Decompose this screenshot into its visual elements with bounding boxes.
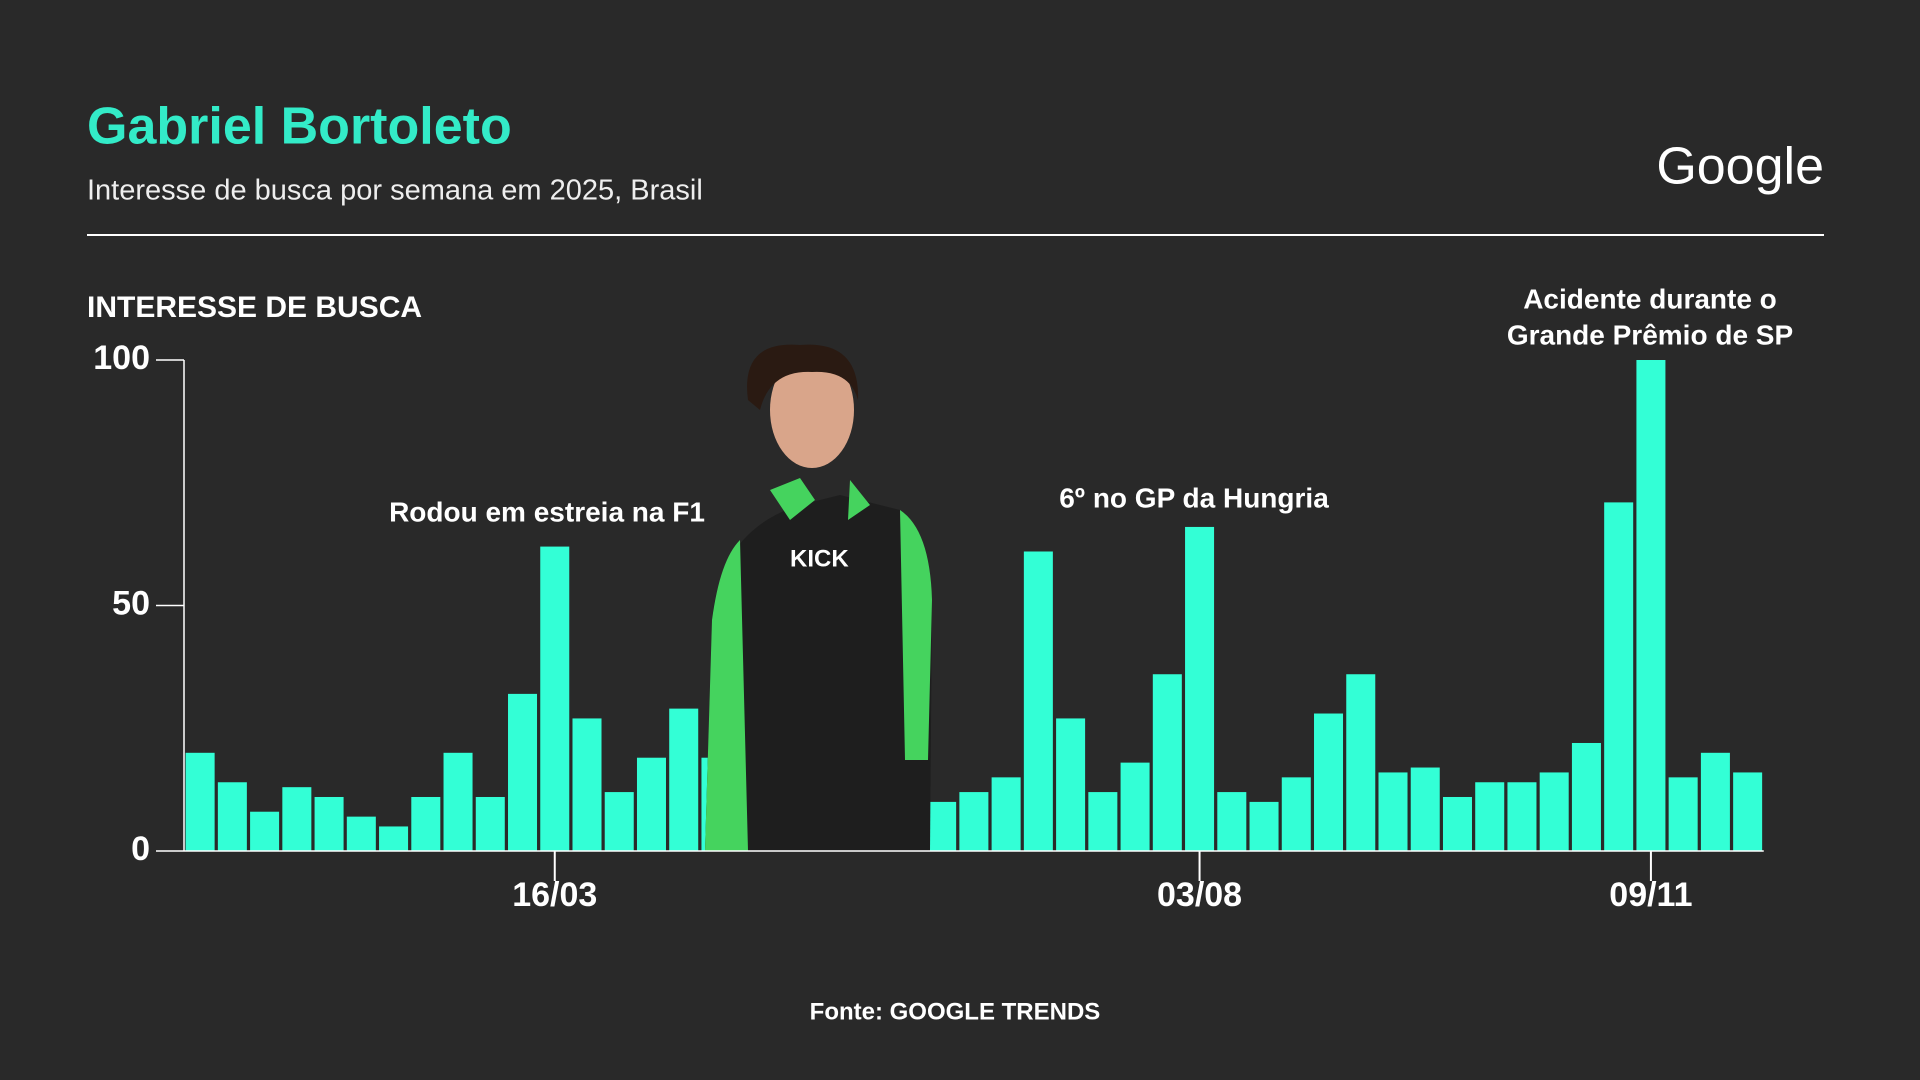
- bar: [1185, 526, 1215, 851]
- bar: [1056, 718, 1086, 851]
- bar: [991, 777, 1021, 851]
- bar: [508, 693, 538, 851]
- bar: [1442, 796, 1472, 851]
- source: Fonte: GOOGLE TRENDS: [810, 998, 1101, 1025]
- bar: [604, 792, 634, 851]
- bar: [346, 816, 376, 851]
- bar: [927, 801, 957, 851]
- photo-logo: KICK: [790, 545, 849, 572]
- driver-photo: KICK: [705, 344, 932, 851]
- annotation: 6º no GP da Hungria: [1059, 482, 1329, 513]
- bar: [1152, 674, 1182, 851]
- bar: [475, 796, 505, 851]
- bar: [1217, 792, 1247, 851]
- bar: [1700, 752, 1730, 851]
- x-tick-label: 16/03: [512, 876, 597, 914]
- bar: [1733, 772, 1763, 851]
- x-tick-label: 09/11: [1609, 876, 1692, 914]
- bar: [1668, 777, 1698, 851]
- y-axis-title: INTERESSE DE BUSCA: [87, 291, 422, 324]
- bar: [540, 546, 570, 851]
- bar: [1410, 767, 1440, 851]
- bar: [1604, 502, 1634, 851]
- bar: [379, 826, 409, 851]
- y-tick-label: 50: [112, 584, 150, 622]
- bar: [1249, 801, 1279, 851]
- bar: [443, 752, 473, 851]
- annotation: Acidente durante o: [1523, 283, 1777, 314]
- bar: [1571, 742, 1601, 851]
- x-tick-label: 03/08: [1157, 876, 1242, 914]
- chart-subtitle: Interesse de busca por semana em 2025, B…: [87, 175, 703, 207]
- bar: [1281, 777, 1311, 851]
- bar: [185, 752, 215, 851]
- bar: [1088, 792, 1118, 851]
- brand-logo: Google: [1656, 138, 1824, 196]
- bar: [1539, 772, 1569, 851]
- bar: [1636, 360, 1666, 851]
- annotation: Grande Prêmio de SP: [1507, 319, 1793, 350]
- bar: [217, 782, 247, 851]
- bar: [250, 811, 280, 851]
- bar: [669, 708, 699, 851]
- bar: [1475, 782, 1505, 851]
- bar: [636, 757, 666, 851]
- chart-title: Gabriel Bortoleto: [87, 98, 512, 156]
- bar: [1314, 713, 1344, 851]
- annotation: Rodou em estreia na F1: [389, 496, 705, 527]
- bar: [959, 792, 989, 851]
- bar: [282, 787, 312, 851]
- bar: [1507, 782, 1537, 851]
- bar: [1378, 772, 1408, 851]
- bar: [1120, 762, 1150, 851]
- bar: [1023, 551, 1053, 851]
- y-tick-label: 100: [93, 339, 150, 377]
- y-tick-label: 0: [131, 830, 150, 868]
- bar: [411, 796, 441, 851]
- bar: [572, 718, 602, 851]
- bar: [1346, 674, 1376, 851]
- bar: [314, 796, 344, 851]
